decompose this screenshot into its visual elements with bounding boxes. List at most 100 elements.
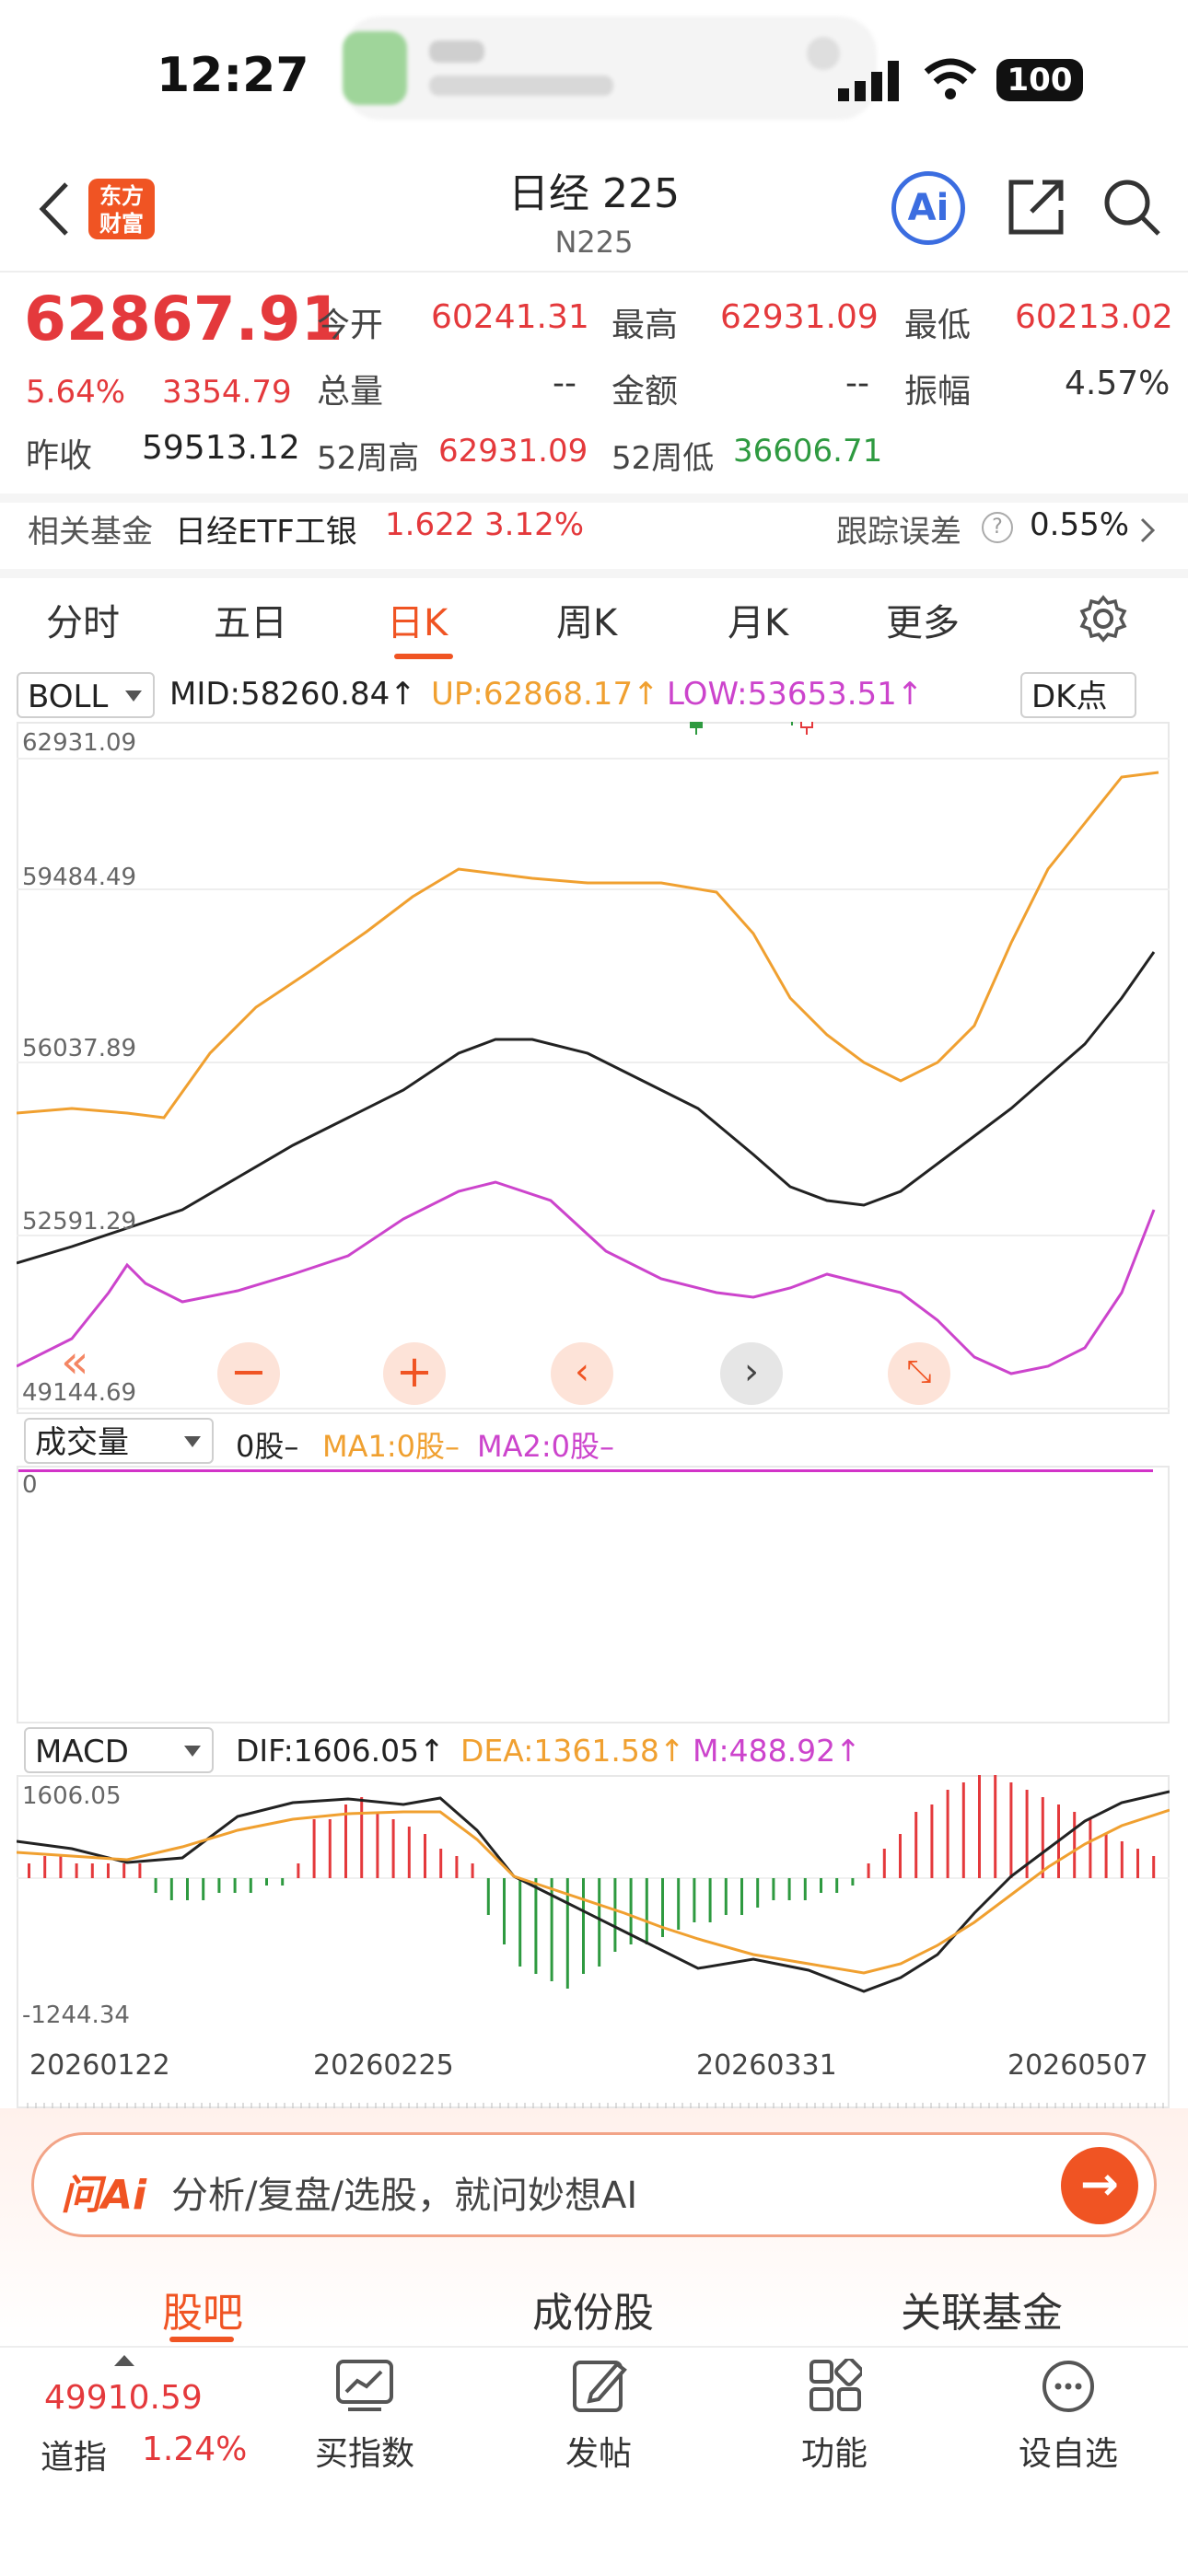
- add-watchlist-icon[interactable]: [1041, 2359, 1096, 2414]
- price-axis-label-5: 49144.69: [22, 1379, 137, 1407]
- macd-bar: [914, 1812, 918, 1878]
- low-label: 最低: [904, 307, 972, 344]
- ai-logo: 问Ai: [61, 2172, 147, 2219]
- macd-bar: [772, 1878, 775, 1900]
- subtab-forum[interactable]: 股吧: [162, 2290, 243, 2337]
- amplitude-value: 4.57%: [1065, 365, 1171, 402]
- macd-bar: [708, 1878, 712, 1922]
- macd-bar: [297, 1863, 300, 1878]
- macd-dea: DEA:1361.58↑: [460, 1733, 685, 1769]
- macd-bar: [281, 1878, 285, 1886]
- dk-points-button[interactable]: DK点: [1020, 672, 1136, 718]
- macd-bar: [1120, 1841, 1124, 1878]
- price-axis-label-1: 62931.09: [22, 729, 137, 757]
- share-icon[interactable]: [1006, 177, 1066, 238]
- tab-monthly-k[interactable]: 月K: [728, 602, 789, 644]
- post-icon[interactable]: [571, 2357, 628, 2414]
- volume-ma-line: [18, 1469, 1153, 1472]
- macd-bar: [407, 1827, 411, 1878]
- fullscreen-button[interactable]: ⤡: [888, 1342, 950, 1405]
- macd-bar: [740, 1878, 743, 1915]
- change-pct: 5.64%: [26, 374, 126, 411]
- ai-assistant-button[interactable]: Ai: [891, 171, 965, 245]
- boll-mid-line: [17, 951, 1156, 1265]
- dji-value[interactable]: 49910.59: [44, 2379, 203, 2417]
- subtab-constituents[interactable]: 成份股: [532, 2290, 654, 2337]
- volume-chart-area[interactable]: [17, 1466, 1170, 1723]
- zoom-in-button[interactable]: +: [383, 1342, 446, 1405]
- boll-lower-line: [17, 1180, 1156, 1375]
- functions-icon[interactable]: [809, 2359, 862, 2412]
- settings-icon[interactable]: [1079, 595, 1127, 643]
- back-icon[interactable]: [37, 180, 70, 238]
- ai-submit-button[interactable]: →: [1061, 2147, 1138, 2224]
- nav-add-watchlist[interactable]: 设自选: [1018, 2435, 1118, 2473]
- dji-pct[interactable]: 1.24%: [142, 2431, 248, 2468]
- price-axis-label-3: 56037.89: [22, 1035, 137, 1062]
- tab-five-day[interactable]: 五日: [214, 602, 287, 644]
- tab-intraday[interactable]: 分时: [46, 602, 120, 644]
- search-icon[interactable]: [1101, 177, 1162, 238]
- nav-post[interactable]: 发帖: [565, 2435, 632, 2473]
- macd-bar: [851, 1878, 855, 1886]
- macd-bar: [1152, 1856, 1156, 1878]
- related-fund-name[interactable]: 日经ETF工银: [175, 514, 357, 551]
- macd-chart-area[interactable]: [17, 1775, 1170, 2108]
- macd-bar: [1041, 1797, 1044, 1878]
- zoom-out-button[interactable]: −: [217, 1342, 280, 1405]
- chevron-right-icon[interactable]: [1138, 516, 1157, 545]
- macd-bar: [233, 1878, 237, 1893]
- app-logo: 东方 财富: [88, 179, 155, 239]
- macd-bar: [424, 1834, 426, 1878]
- macd-bar: [328, 1819, 332, 1878]
- tab-daily-k[interactable]: 日K: [387, 602, 448, 644]
- macd-bar: [645, 1878, 648, 1944]
- macd-bar: [249, 1878, 252, 1893]
- macd-bar: [1073, 1812, 1077, 1878]
- subtab-related-funds[interactable]: 关联基金: [901, 2290, 1063, 2337]
- date-label-1: 20260122: [29, 2049, 170, 2082]
- tab-weekly-k[interactable]: 周K: [556, 602, 618, 644]
- notification-close-icon[interactable]: [807, 37, 840, 70]
- macd-bar: [169, 1878, 173, 1900]
- indicator-select-volume[interactable]: 成交量: [24, 1418, 214, 1464]
- macd-chart[interactable]: [17, 1775, 1170, 2108]
- indicator-select-boll-label: BOLL: [28, 679, 109, 715]
- chart-scroll-left-icon[interactable]: «: [61, 1335, 89, 1388]
- wk52-low-label: 52周低: [611, 440, 715, 477]
- macd-bar: [1136, 1849, 1139, 1878]
- macd-bar: [946, 1790, 949, 1878]
- macd-bar: [360, 1797, 364, 1878]
- indicator-select-macd[interactable]: MACD: [24, 1727, 214, 1773]
- macd-bar: [75, 1863, 78, 1878]
- ai-prompt-text[interactable]: 分析/复盘/选股，就问妙想AI: [171, 2175, 638, 2217]
- nav-functions[interactable]: 功能: [800, 2435, 868, 2473]
- macd-bar: [503, 1878, 506, 1944]
- macd-bar: [122, 1863, 126, 1878]
- wk52-high-value: 62931.09: [438, 433, 588, 470]
- dji-name[interactable]: 道指: [41, 2439, 108, 2477]
- kline-chart-area[interactable]: [17, 722, 1170, 1414]
- macd-bar: [28, 1863, 30, 1878]
- macd-bar: [344, 1804, 347, 1878]
- macd-bar: [598, 1878, 601, 1967]
- notification-banner[interactable]: [343, 17, 877, 120]
- step-forward-button[interactable]: ›: [720, 1342, 783, 1405]
- nav-buy-index[interactable]: 买指数: [314, 2435, 414, 2473]
- tab-more[interactable]: 更多: [886, 602, 960, 644]
- tracking-error-value: 0.55%: [1030, 506, 1130, 543]
- macd-bar: [677, 1878, 681, 1930]
- subtab-active-indicator: [169, 2337, 234, 2342]
- volume-label: 总量: [317, 373, 384, 411]
- step-back-button[interactable]: ‹: [551, 1342, 613, 1405]
- macd-bar: [867, 1863, 870, 1878]
- indicator-select-boll[interactable]: BOLL: [17, 672, 155, 718]
- kline-chart[interactable]: [17, 722, 1170, 1414]
- macd-bar: [613, 1878, 617, 1952]
- help-icon[interactable]: ?: [982, 512, 1013, 543]
- buy-index-icon[interactable]: [335, 2359, 394, 2412]
- macd-bar: [693, 1878, 696, 1922]
- macd-bar: [661, 1878, 664, 1937]
- macd-bar: [582, 1878, 585, 1974]
- ai-search-bar[interactable]: [31, 2132, 1157, 2237]
